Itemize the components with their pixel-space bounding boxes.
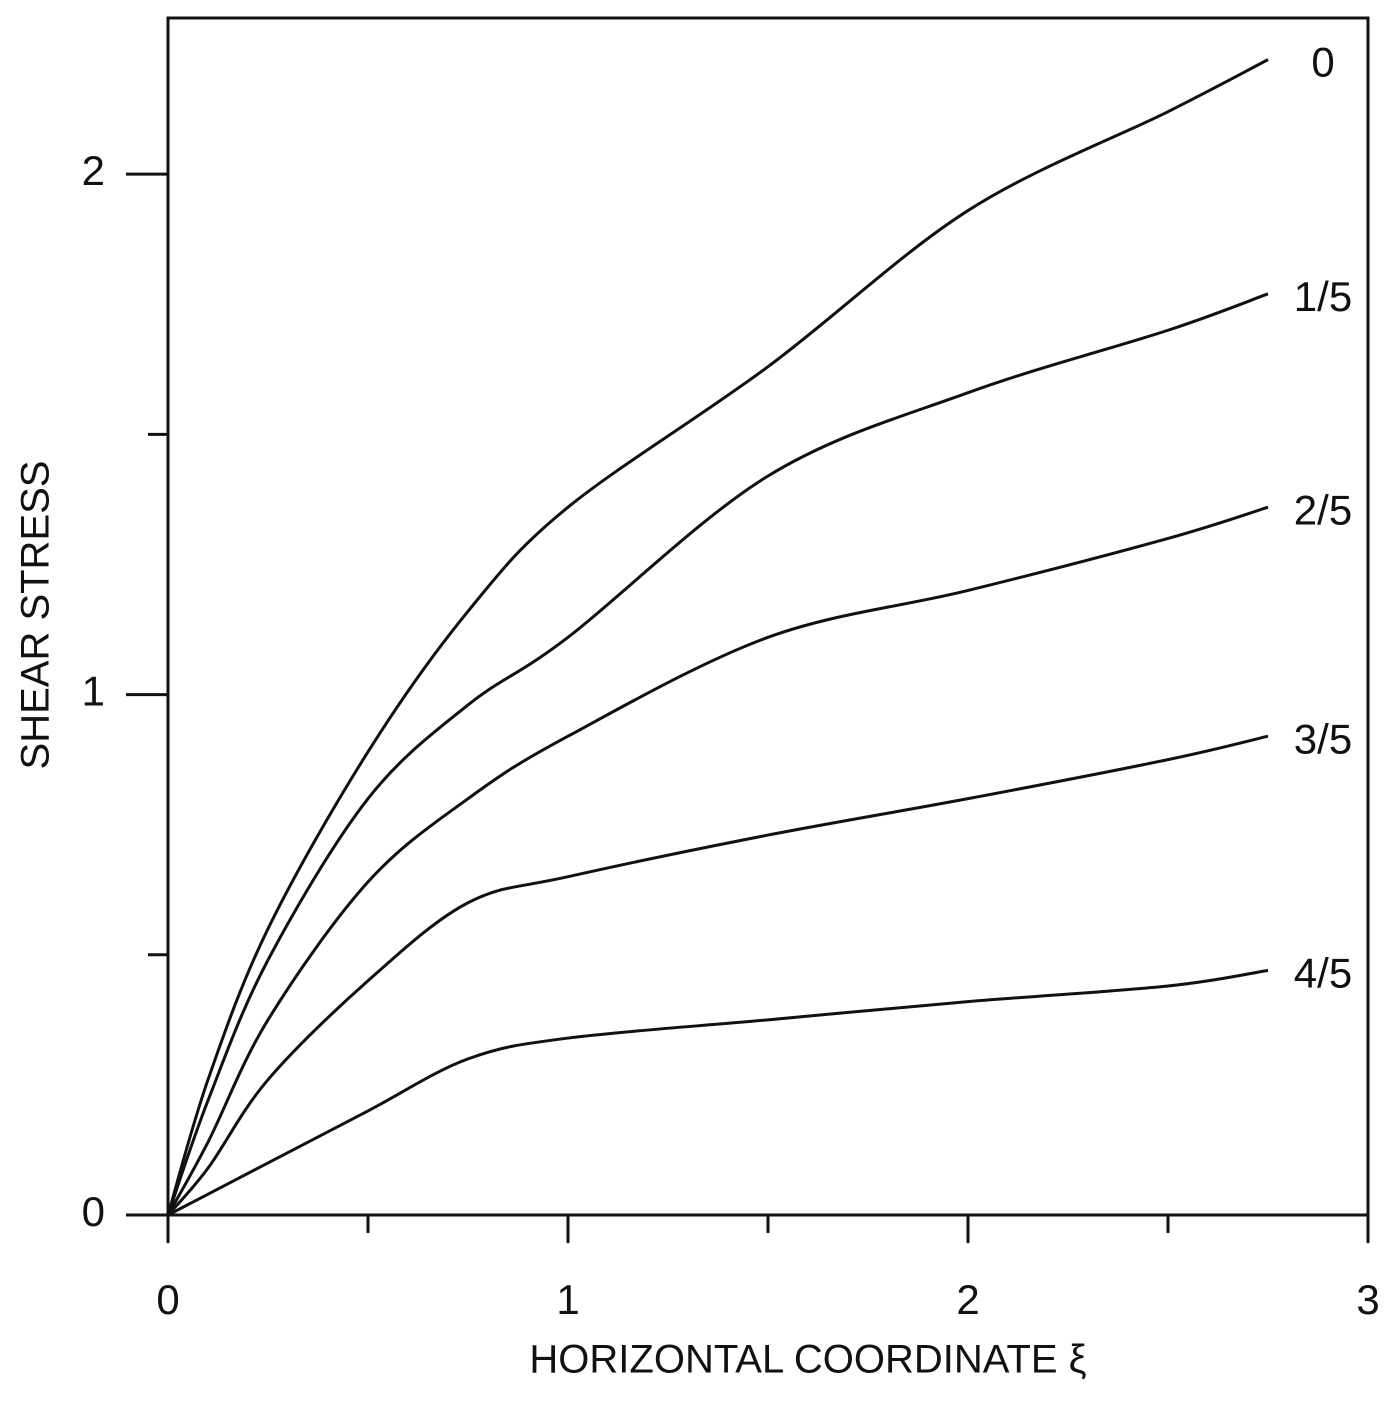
y-axis-label: SHEAR STRESS bbox=[14, 461, 58, 770]
curve bbox=[166, 292, 1269, 1216]
curve-label: 3/5 bbox=[1294, 715, 1352, 762]
y-tick-label: 2 bbox=[82, 147, 105, 194]
y-tick-label: 1 bbox=[82, 668, 105, 715]
curve-label: 2/5 bbox=[1294, 486, 1352, 533]
x-tick-label: 0 bbox=[156, 1276, 179, 1323]
x-tick-label: 2 bbox=[956, 1276, 979, 1323]
curve bbox=[166, 505, 1269, 1216]
curve-label: 1/5 bbox=[1294, 273, 1352, 320]
y-tick-label: 0 bbox=[82, 1188, 105, 1235]
curve bbox=[167, 968, 1269, 1217]
curve bbox=[166, 58, 1269, 1216]
x-tick-label: 3 bbox=[1356, 1276, 1379, 1323]
x-tick-label: 1 bbox=[556, 1276, 579, 1323]
x-axis-label: HORIZONTAL COORDINATE ξ bbox=[529, 1338, 1086, 1382]
curve bbox=[166, 734, 1269, 1216]
curve-label: 0 bbox=[1311, 39, 1334, 86]
curve-label: 4/5 bbox=[1294, 949, 1352, 996]
plot-frame bbox=[166, 16, 1370, 1217]
